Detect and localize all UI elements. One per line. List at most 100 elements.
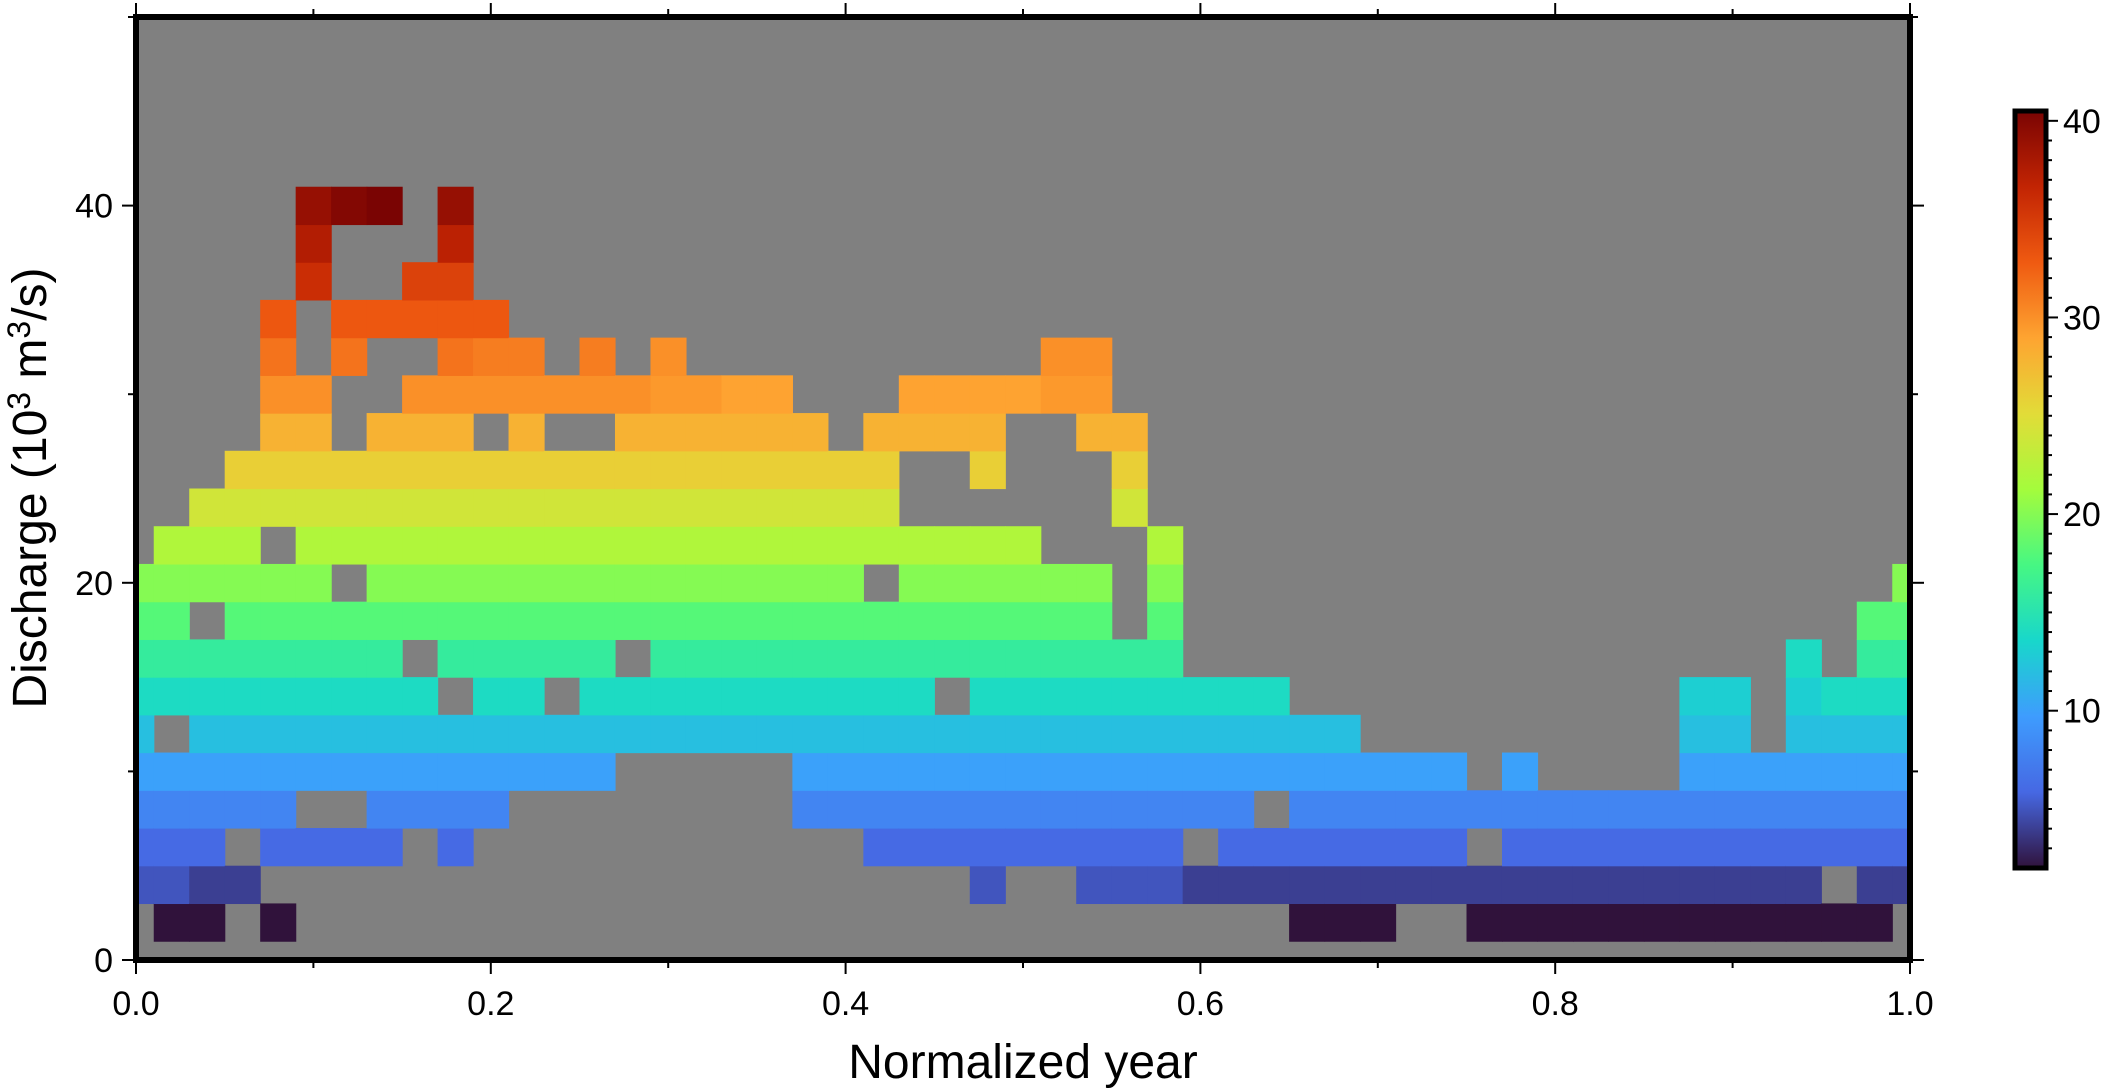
heatmap-cell xyxy=(189,639,226,678)
heatmap-cell xyxy=(1501,752,1539,791)
heatmap-cell xyxy=(969,827,1006,867)
axis-ticks xyxy=(122,3,1924,974)
heatmap-cell xyxy=(1608,790,1645,829)
heatmap-cell xyxy=(1218,827,1255,867)
heatmap-cell xyxy=(508,601,545,640)
heatmap-cell xyxy=(792,526,829,565)
heatmap-cell xyxy=(1040,790,1077,829)
heatmap-cell xyxy=(366,714,403,754)
heatmap-cell xyxy=(650,337,687,376)
heatmap-cell xyxy=(508,752,545,791)
heatmap-cell xyxy=(1360,752,1397,791)
heatmap-cell xyxy=(579,677,616,716)
heatmap-cell xyxy=(721,677,758,716)
heatmap-cell xyxy=(721,563,758,603)
heatmap-cell xyxy=(1076,337,1113,376)
heatmap-cell xyxy=(544,714,581,754)
heatmap-cell xyxy=(863,601,900,640)
heatmap-cell xyxy=(1289,827,1326,867)
heatmap-cell xyxy=(1892,827,1910,867)
heatmap-cell xyxy=(1076,752,1113,791)
heatmap-cell xyxy=(614,563,652,603)
heatmap-cell xyxy=(650,526,687,565)
heatmap-cell xyxy=(1431,790,1468,829)
heatmap-cell xyxy=(295,827,332,867)
heatmap-cell xyxy=(153,903,190,942)
heatmap-cell xyxy=(1289,714,1326,754)
heatmap-cell xyxy=(402,413,439,452)
heatmap-cell xyxy=(827,714,864,754)
heatmap-cell xyxy=(1253,714,1290,754)
heatmap-cell xyxy=(1040,375,1077,414)
heatmap-cell xyxy=(1892,563,1910,603)
heatmap-cell xyxy=(1005,714,1042,754)
heatmap-cell xyxy=(437,450,474,490)
heatmap-cell xyxy=(437,488,474,527)
heatmap-cell xyxy=(1218,714,1255,754)
heatmap-cell xyxy=(544,639,581,678)
heatmap-cell xyxy=(1892,752,1910,791)
heatmap-cell xyxy=(792,413,829,452)
heatmap-cell xyxy=(402,752,439,791)
heatmap-cell xyxy=(366,563,403,603)
heatmap-cell xyxy=(721,450,758,490)
heatmap-cell xyxy=(295,639,332,678)
heatmap-cell xyxy=(437,299,474,339)
heatmap-cell xyxy=(1111,865,1148,905)
heatmap-cell xyxy=(1856,865,1893,905)
heatmap-cell xyxy=(650,563,687,603)
heatmap-cell xyxy=(1821,903,1858,942)
heatmap-cell xyxy=(792,639,829,678)
heatmap-cell xyxy=(473,526,510,565)
heatmap-cell xyxy=(1005,601,1042,640)
heatmap-cell xyxy=(402,488,439,527)
heatmap-cell xyxy=(1253,827,1290,867)
heatmap-cell xyxy=(756,601,793,640)
heatmap-cell xyxy=(1005,526,1042,565)
heatmap-cell xyxy=(189,827,226,867)
heatmap-cell xyxy=(969,790,1006,829)
heatmap-cell xyxy=(153,752,190,791)
heatmap-cell xyxy=(189,865,226,905)
heatmap-cell xyxy=(579,375,616,414)
y-tick-labels: 0 20 40 xyxy=(75,188,113,980)
heatmap-cell xyxy=(331,186,368,226)
heatmap-cell xyxy=(934,714,971,754)
heatmap-cell xyxy=(969,639,1006,678)
heatmap-cell xyxy=(508,639,545,678)
heatmap-cell xyxy=(366,639,403,678)
heatmap-cell xyxy=(1253,677,1290,716)
heatmap-cell xyxy=(756,563,793,603)
heatmap-cell xyxy=(1572,790,1610,829)
heatmap-cell xyxy=(260,413,297,452)
heatmap-cell xyxy=(1856,639,1893,678)
heatmap-cell xyxy=(1040,601,1077,640)
heatmap-cell xyxy=(969,677,1006,716)
heatmap-cell xyxy=(1076,639,1113,678)
heatmap-cell xyxy=(1714,752,1751,791)
heatmap-cell xyxy=(473,752,510,791)
heatmap-cell xyxy=(1785,790,1822,829)
heatmap-cell xyxy=(295,601,332,640)
heatmap-cell xyxy=(136,752,155,791)
heatmap-cell xyxy=(721,375,758,414)
heatmap-cell xyxy=(295,677,332,716)
heatmap-cell xyxy=(827,563,864,603)
y-axis-title-part2: m xyxy=(4,339,57,392)
heatmap-cell xyxy=(1040,714,1077,754)
heatmap-cell xyxy=(1182,865,1219,905)
heatmap-cell xyxy=(969,450,1006,490)
heatmap-cell xyxy=(508,526,545,565)
heatmap-cell xyxy=(614,714,652,754)
heatmap-cell xyxy=(579,488,616,527)
heatmap-cell xyxy=(1785,639,1822,678)
heatmap-cell xyxy=(1643,865,1680,905)
heatmap-cell xyxy=(224,563,261,603)
heatmap-cell xyxy=(1324,714,1361,754)
heatmap-cell xyxy=(437,526,474,565)
heatmap-cell xyxy=(685,677,723,716)
heatmap-cell xyxy=(1005,375,1042,414)
heatmap-cell xyxy=(1501,827,1539,867)
heatmap-cell xyxy=(1076,790,1113,829)
heatmap-cell xyxy=(650,375,687,414)
